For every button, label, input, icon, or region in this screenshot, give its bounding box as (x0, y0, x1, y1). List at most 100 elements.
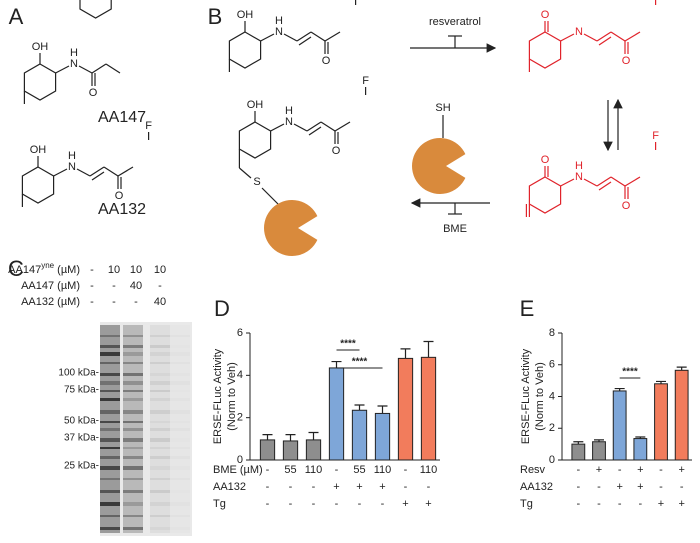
gel-band (170, 490, 190, 493)
label: 0 (237, 454, 243, 466)
label: + (379, 481, 385, 493)
gel-band (123, 421, 143, 423)
label: 4 (237, 369, 243, 381)
protein (264, 200, 318, 257)
bond (598, 181, 612, 191)
gel-band (123, 428, 143, 431)
gel (100, 322, 192, 536)
gel-band (123, 466, 143, 470)
label: - (112, 296, 116, 308)
label: 2 (237, 412, 243, 424)
label: 100 kDa- (58, 368, 99, 379)
bond (55, 65, 70, 74)
gel-band (100, 390, 120, 392)
error-bar (676, 366, 687, 371)
gel-band (100, 456, 120, 459)
error-bar (400, 348, 411, 359)
label: A (9, 4, 24, 29)
label: - (404, 464, 408, 476)
gel-band (100, 421, 120, 423)
bond (260, 33, 275, 42)
gel-band (100, 345, 120, 348)
gel-band (100, 398, 120, 401)
gel-band (123, 373, 143, 376)
gel-band (170, 447, 190, 449)
bond (624, 176, 641, 187)
label: + (333, 481, 339, 493)
gel-band (100, 490, 120, 493)
label: - (266, 498, 270, 510)
gel-band (150, 345, 170, 348)
bar (612, 390, 627, 461)
gel-band (170, 398, 190, 401)
label: - (659, 481, 663, 493)
label: - (266, 464, 270, 476)
error-bar (354, 404, 365, 411)
bond (596, 176, 612, 187)
gel-band (100, 335, 120, 337)
error-bar (656, 380, 666, 384)
label: - (335, 464, 339, 476)
label: 75 kDa- (64, 385, 99, 396)
gel-band (150, 527, 170, 530)
label: 110 (305, 464, 323, 476)
label: 10 (154, 264, 166, 276)
gel-band (150, 335, 170, 337)
label: 25 kDa- (64, 461, 99, 472)
label: AA132 (µM) (21, 296, 80, 308)
gel-band (123, 345, 143, 348)
gel-band (123, 490, 143, 493)
gel-band (170, 515, 190, 517)
label: - (289, 498, 293, 510)
bar (328, 367, 345, 461)
gel-band (150, 466, 170, 470)
gel-band (100, 466, 120, 470)
atom: OH (32, 41, 49, 53)
label: - (597, 498, 601, 510)
label: **** (352, 357, 368, 368)
gel-band (150, 352, 170, 356)
label: Resv (520, 464, 546, 476)
gel-band (150, 421, 170, 423)
gel-band (123, 478, 143, 480)
atom: H (285, 105, 293, 117)
gel-band (170, 373, 190, 376)
label: - (335, 498, 339, 510)
gel-band (123, 398, 143, 401)
gel-band (170, 390, 190, 392)
label: ERSE-FLuc Activity (212, 348, 224, 444)
lane (150, 325, 170, 533)
bar (305, 439, 322, 461)
bond (296, 31, 312, 42)
lane (100, 325, 120, 533)
label: + (678, 498, 684, 510)
bar (420, 356, 437, 461)
label: + (678, 464, 684, 476)
gel-band (170, 428, 190, 431)
gel-band (123, 515, 143, 517)
label: - (576, 498, 580, 510)
atom: OH (237, 9, 254, 21)
error-bar (423, 340, 434, 358)
gel-band (123, 410, 143, 414)
atom: N (575, 171, 583, 183)
bond (310, 31, 326, 42)
gel-band (100, 478, 120, 480)
label: + (402, 498, 408, 510)
gel-band (170, 456, 190, 459)
label: 110 (420, 464, 438, 476)
gel-band (170, 466, 190, 470)
ring (21, 166, 55, 204)
atom: H (70, 47, 78, 59)
atom: O (332, 145, 341, 157)
gel-band (100, 362, 120, 364)
label: (Norm to Veh) (534, 362, 546, 430)
label: - (289, 481, 293, 493)
label: 50 kDa- (64, 416, 99, 427)
bond (610, 176, 626, 187)
bond (320, 121, 336, 132)
bond (91, 63, 107, 74)
gel-band (100, 381, 120, 385)
label: + (596, 464, 602, 476)
bond (596, 31, 612, 42)
